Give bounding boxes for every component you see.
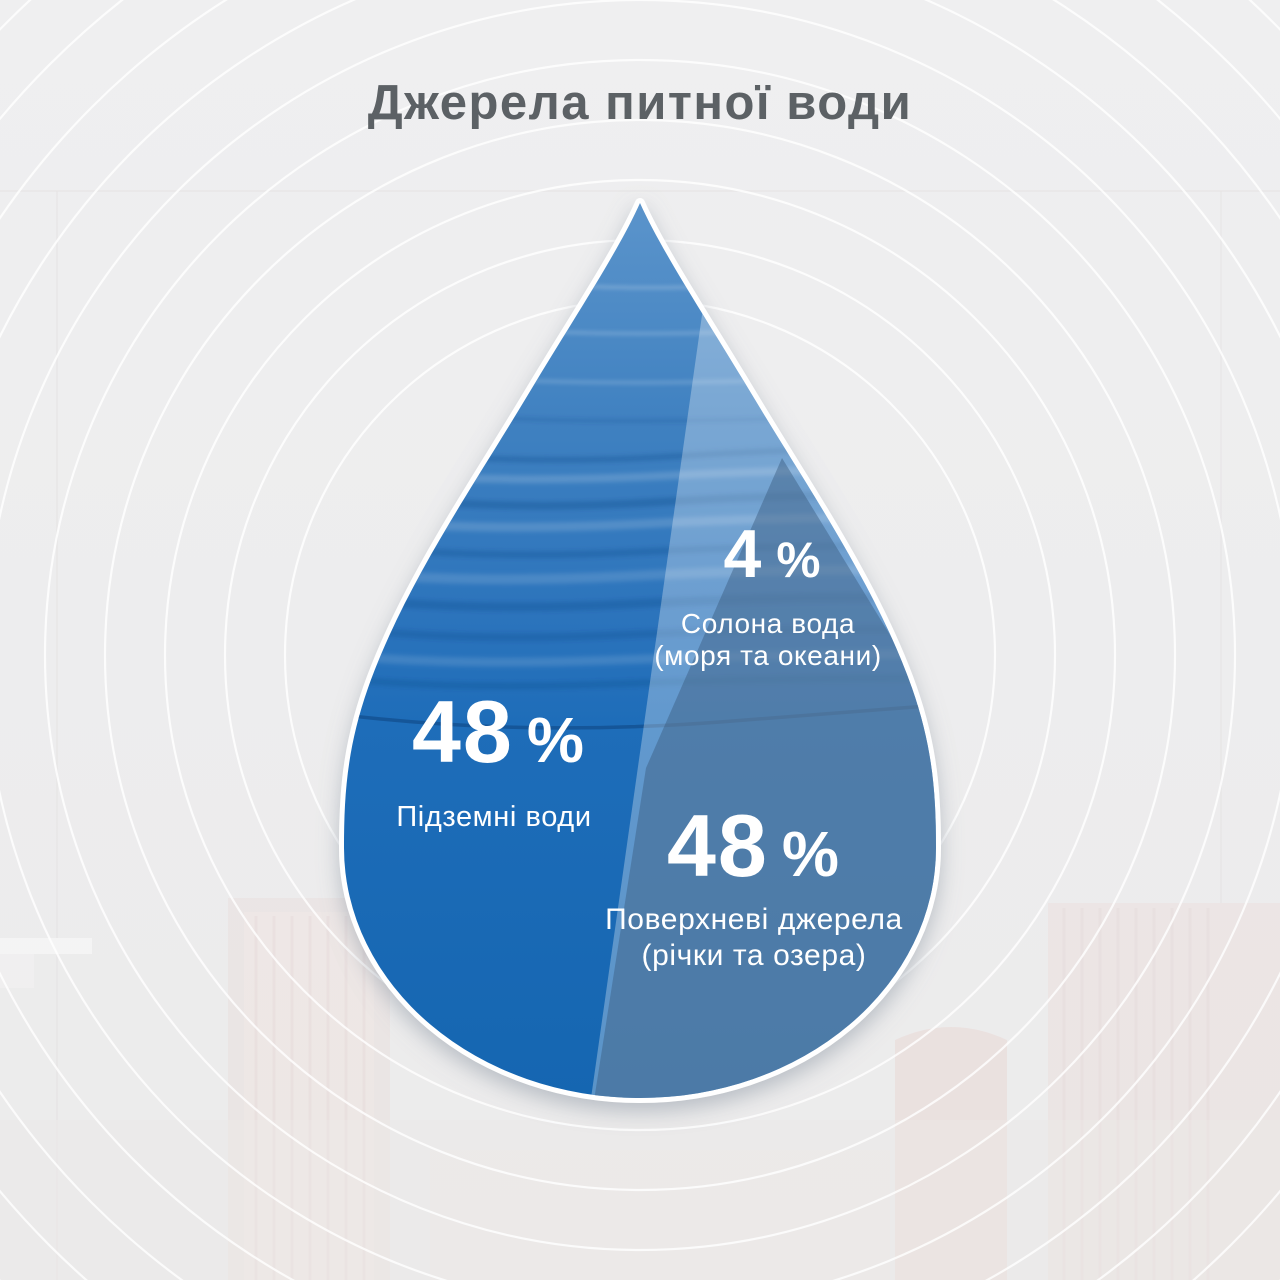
groundwater-percent: 48% [412, 688, 584, 784]
surface-percent-value: 48 [666, 796, 769, 895]
groundwater-percent-value: 48 [411, 682, 514, 781]
salt-label: Солона вода (моря та океани) [654, 608, 882, 672]
surface-label: Поверхневі джерела (річки та озера) [605, 902, 903, 974]
surface-label-line2: (річки та озера) [641, 939, 867, 972]
salt-label-line1: Солона вода [680, 608, 856, 639]
salt-percent: 4% [724, 520, 821, 594]
salt-percent-sign: % [776, 532, 821, 588]
surface-label-line1: Поверхневі джерела [605, 903, 903, 936]
groundwater-label: Підземні води [396, 801, 592, 833]
salt-percent-value: 4 [723, 516, 764, 592]
salt-label-line2: (моря та океани) [654, 640, 882, 671]
surface-percent: 48% [667, 802, 839, 898]
segment-salt-region [578, 308, 936, 1098]
water-horizon-line [344, 703, 936, 730]
page-title: Джерела питної води [367, 76, 913, 130]
groundwater-percent-sign: % [526, 704, 585, 776]
city-skyline [0, 190, 1280, 1280]
surface-percent-sign: % [781, 818, 840, 890]
